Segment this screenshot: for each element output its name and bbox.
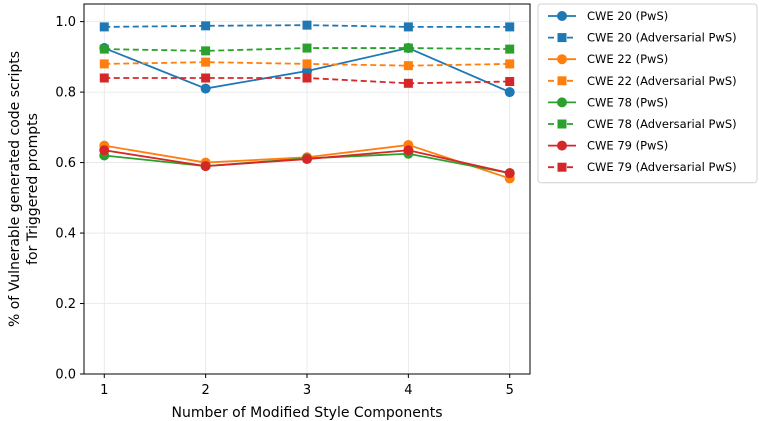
legend-marker xyxy=(557,76,567,86)
data-point xyxy=(99,59,109,69)
legend-marker xyxy=(557,162,567,172)
data-point xyxy=(302,43,312,53)
legend-marker xyxy=(557,97,567,108)
data-point xyxy=(201,46,211,56)
data-point xyxy=(504,168,515,179)
legend-item: CWE 78 (PwS) xyxy=(548,95,668,109)
data-point xyxy=(200,161,211,172)
data-point xyxy=(99,145,110,156)
y-tick-label: 0.6 xyxy=(55,156,76,171)
series-layer xyxy=(99,20,515,184)
y-tick-label: 1.0 xyxy=(55,15,76,30)
series-1 xyxy=(99,20,515,32)
series-5 xyxy=(99,43,515,56)
data-point xyxy=(505,22,515,32)
data-point xyxy=(201,21,211,31)
data-point xyxy=(302,154,312,165)
series-3 xyxy=(99,57,515,71)
x-tick-label: 1 xyxy=(100,383,108,398)
data-point xyxy=(99,44,109,54)
legend-item: CWE 20 (PwS) xyxy=(548,9,668,23)
legend-item: CWE 79 (Adversarial PwS) xyxy=(548,160,737,174)
legend-label: CWE 22 (PwS) xyxy=(587,52,668,66)
data-point xyxy=(403,43,413,53)
legend-marker xyxy=(557,33,567,43)
data-point xyxy=(302,59,312,69)
legend-item: CWE 79 (PwS) xyxy=(548,139,668,153)
data-point xyxy=(302,20,312,30)
legend-label: CWE 79 (PwS) xyxy=(587,139,668,153)
data-point xyxy=(505,44,515,54)
data-point xyxy=(505,77,515,87)
data-point xyxy=(99,22,109,32)
legend-label: CWE 20 (Adversarial PwS) xyxy=(587,31,737,45)
series-7 xyxy=(99,73,515,88)
data-point xyxy=(302,73,312,83)
data-point xyxy=(403,22,413,32)
legend-item: CWE 20 (Adversarial PwS) xyxy=(548,31,737,45)
legend-marker xyxy=(557,119,567,129)
x-tick-label: 2 xyxy=(201,383,209,398)
y-tick-label: 0.8 xyxy=(55,86,76,101)
x-tick-label: 3 xyxy=(303,383,311,398)
legend-frame xyxy=(537,3,758,184)
legend-item: CWE 22 (Adversarial PwS) xyxy=(548,74,737,88)
legend: CWE 20 (PwS) CWE 20 (Adversarial PwS) CWE … xyxy=(537,3,758,184)
data-point xyxy=(505,59,515,69)
legend-marker xyxy=(557,11,567,21)
data-point xyxy=(201,57,211,67)
data-point xyxy=(200,83,211,94)
legend-marker xyxy=(557,140,567,151)
legend-label: CWE 20 (PwS) xyxy=(587,9,668,23)
y-tick-label: 0.2 xyxy=(55,297,76,312)
y-tick-label: 0.0 xyxy=(55,368,76,383)
data-point xyxy=(403,61,413,71)
x-axis-ticks: 1 2 3 4 5 xyxy=(100,374,514,398)
data-point xyxy=(302,65,312,76)
x-tick-label: 5 xyxy=(506,383,514,398)
y-axis-ticks: 0.0 0.2 0.4 0.6 0.8 1.0 xyxy=(55,15,84,383)
data-point xyxy=(201,73,211,83)
data-point xyxy=(504,87,515,98)
legend-label: CWE 79 (Adversarial PwS) xyxy=(587,160,737,174)
x-tick-label: 4 xyxy=(404,383,412,398)
y-tick-label: 0.4 xyxy=(55,227,76,242)
legend-label: CWE 78 (PwS) xyxy=(587,95,668,109)
series-6 xyxy=(99,145,515,179)
legend-label: CWE 78 (Adversarial PwS) xyxy=(587,117,737,131)
legend-marker xyxy=(557,54,567,65)
data-point xyxy=(403,145,414,156)
legend-item: CWE 22 (PwS) xyxy=(548,52,668,66)
y-axis-label-line-2: for Triggered prompts xyxy=(25,113,41,265)
data-point xyxy=(403,78,413,88)
legend-label: CWE 22 (Adversarial PwS) xyxy=(587,74,737,88)
data-point xyxy=(99,73,109,83)
x-axis-label: Number of Modified Style Components xyxy=(171,405,442,421)
y-axis-label-line-1: % of Vulnerable generated code scripts xyxy=(7,51,23,327)
legend-item: CWE 78 (Adversarial PwS) xyxy=(548,117,737,131)
